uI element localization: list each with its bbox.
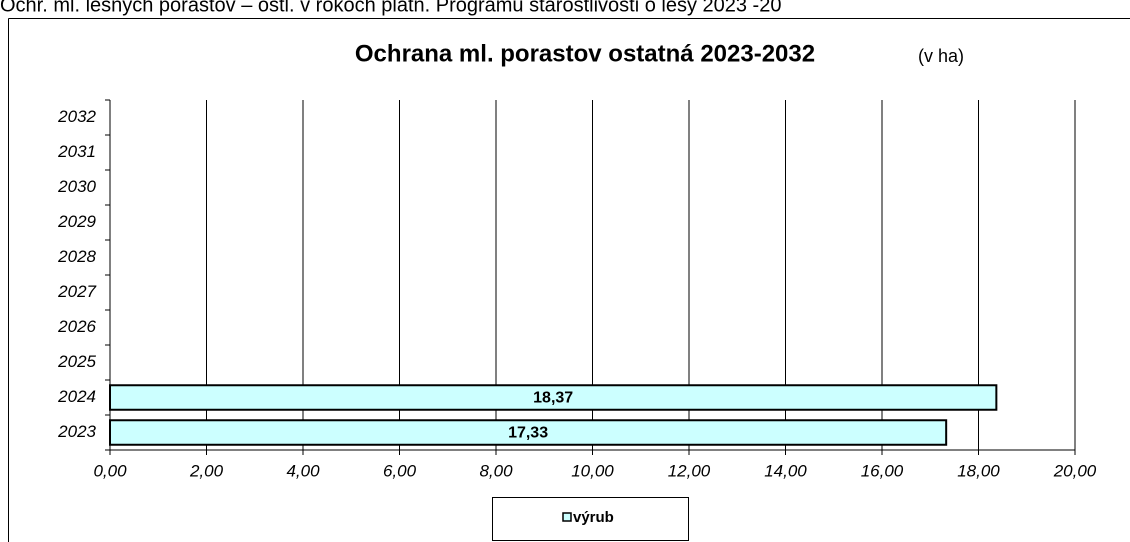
- y-tick-label: 2023: [57, 422, 96, 441]
- value-label: 17,33: [508, 425, 548, 442]
- legend-swatch: [562, 512, 572, 522]
- y-tick-label: 2026: [57, 317, 96, 336]
- x-tick-label: 20,00: [1053, 461, 1097, 480]
- y-tick-label: 2028: [57, 247, 96, 266]
- x-tick-label: 16,00: [861, 461, 904, 480]
- bar: [109, 419, 948, 446]
- legend-box: [492, 497, 689, 541]
- x-tick-label: 2,00: [189, 461, 224, 480]
- x-tick-label: 18,00: [957, 461, 1000, 480]
- x-tick-label: 4,00: [286, 461, 320, 480]
- legend-label: výrub: [573, 509, 614, 526]
- y-tick-label: 2025: [57, 352, 96, 371]
- y-tick-label: 2027: [57, 282, 96, 301]
- chart-title: Ochrana ml. porastov ostatná 2023-2032: [355, 40, 815, 67]
- unit-note: (v ha): [918, 46, 964, 66]
- header-text: Ochr. ml. lesných porastov – ostl. v rok…: [0, 0, 781, 16]
- x-tick-label: 0,00: [93, 461, 127, 480]
- x-tick-label: 8,00: [479, 461, 513, 480]
- x-tick-label: 10,00: [571, 461, 614, 480]
- y-tick-label: 2024: [57, 387, 96, 406]
- value-label: 18,37: [533, 390, 573, 407]
- bar: [109, 384, 998, 411]
- x-tick-label: 12,00: [668, 461, 711, 480]
- y-tick-label: 2029: [57, 212, 96, 231]
- x-tick-label: 6,00: [383, 461, 417, 480]
- x-tick-label: 14,00: [764, 461, 807, 480]
- y-tick-label: 2032: [57, 107, 96, 126]
- y-tick-label: 2031: [57, 142, 96, 161]
- y-tick-label: 2030: [57, 177, 96, 196]
